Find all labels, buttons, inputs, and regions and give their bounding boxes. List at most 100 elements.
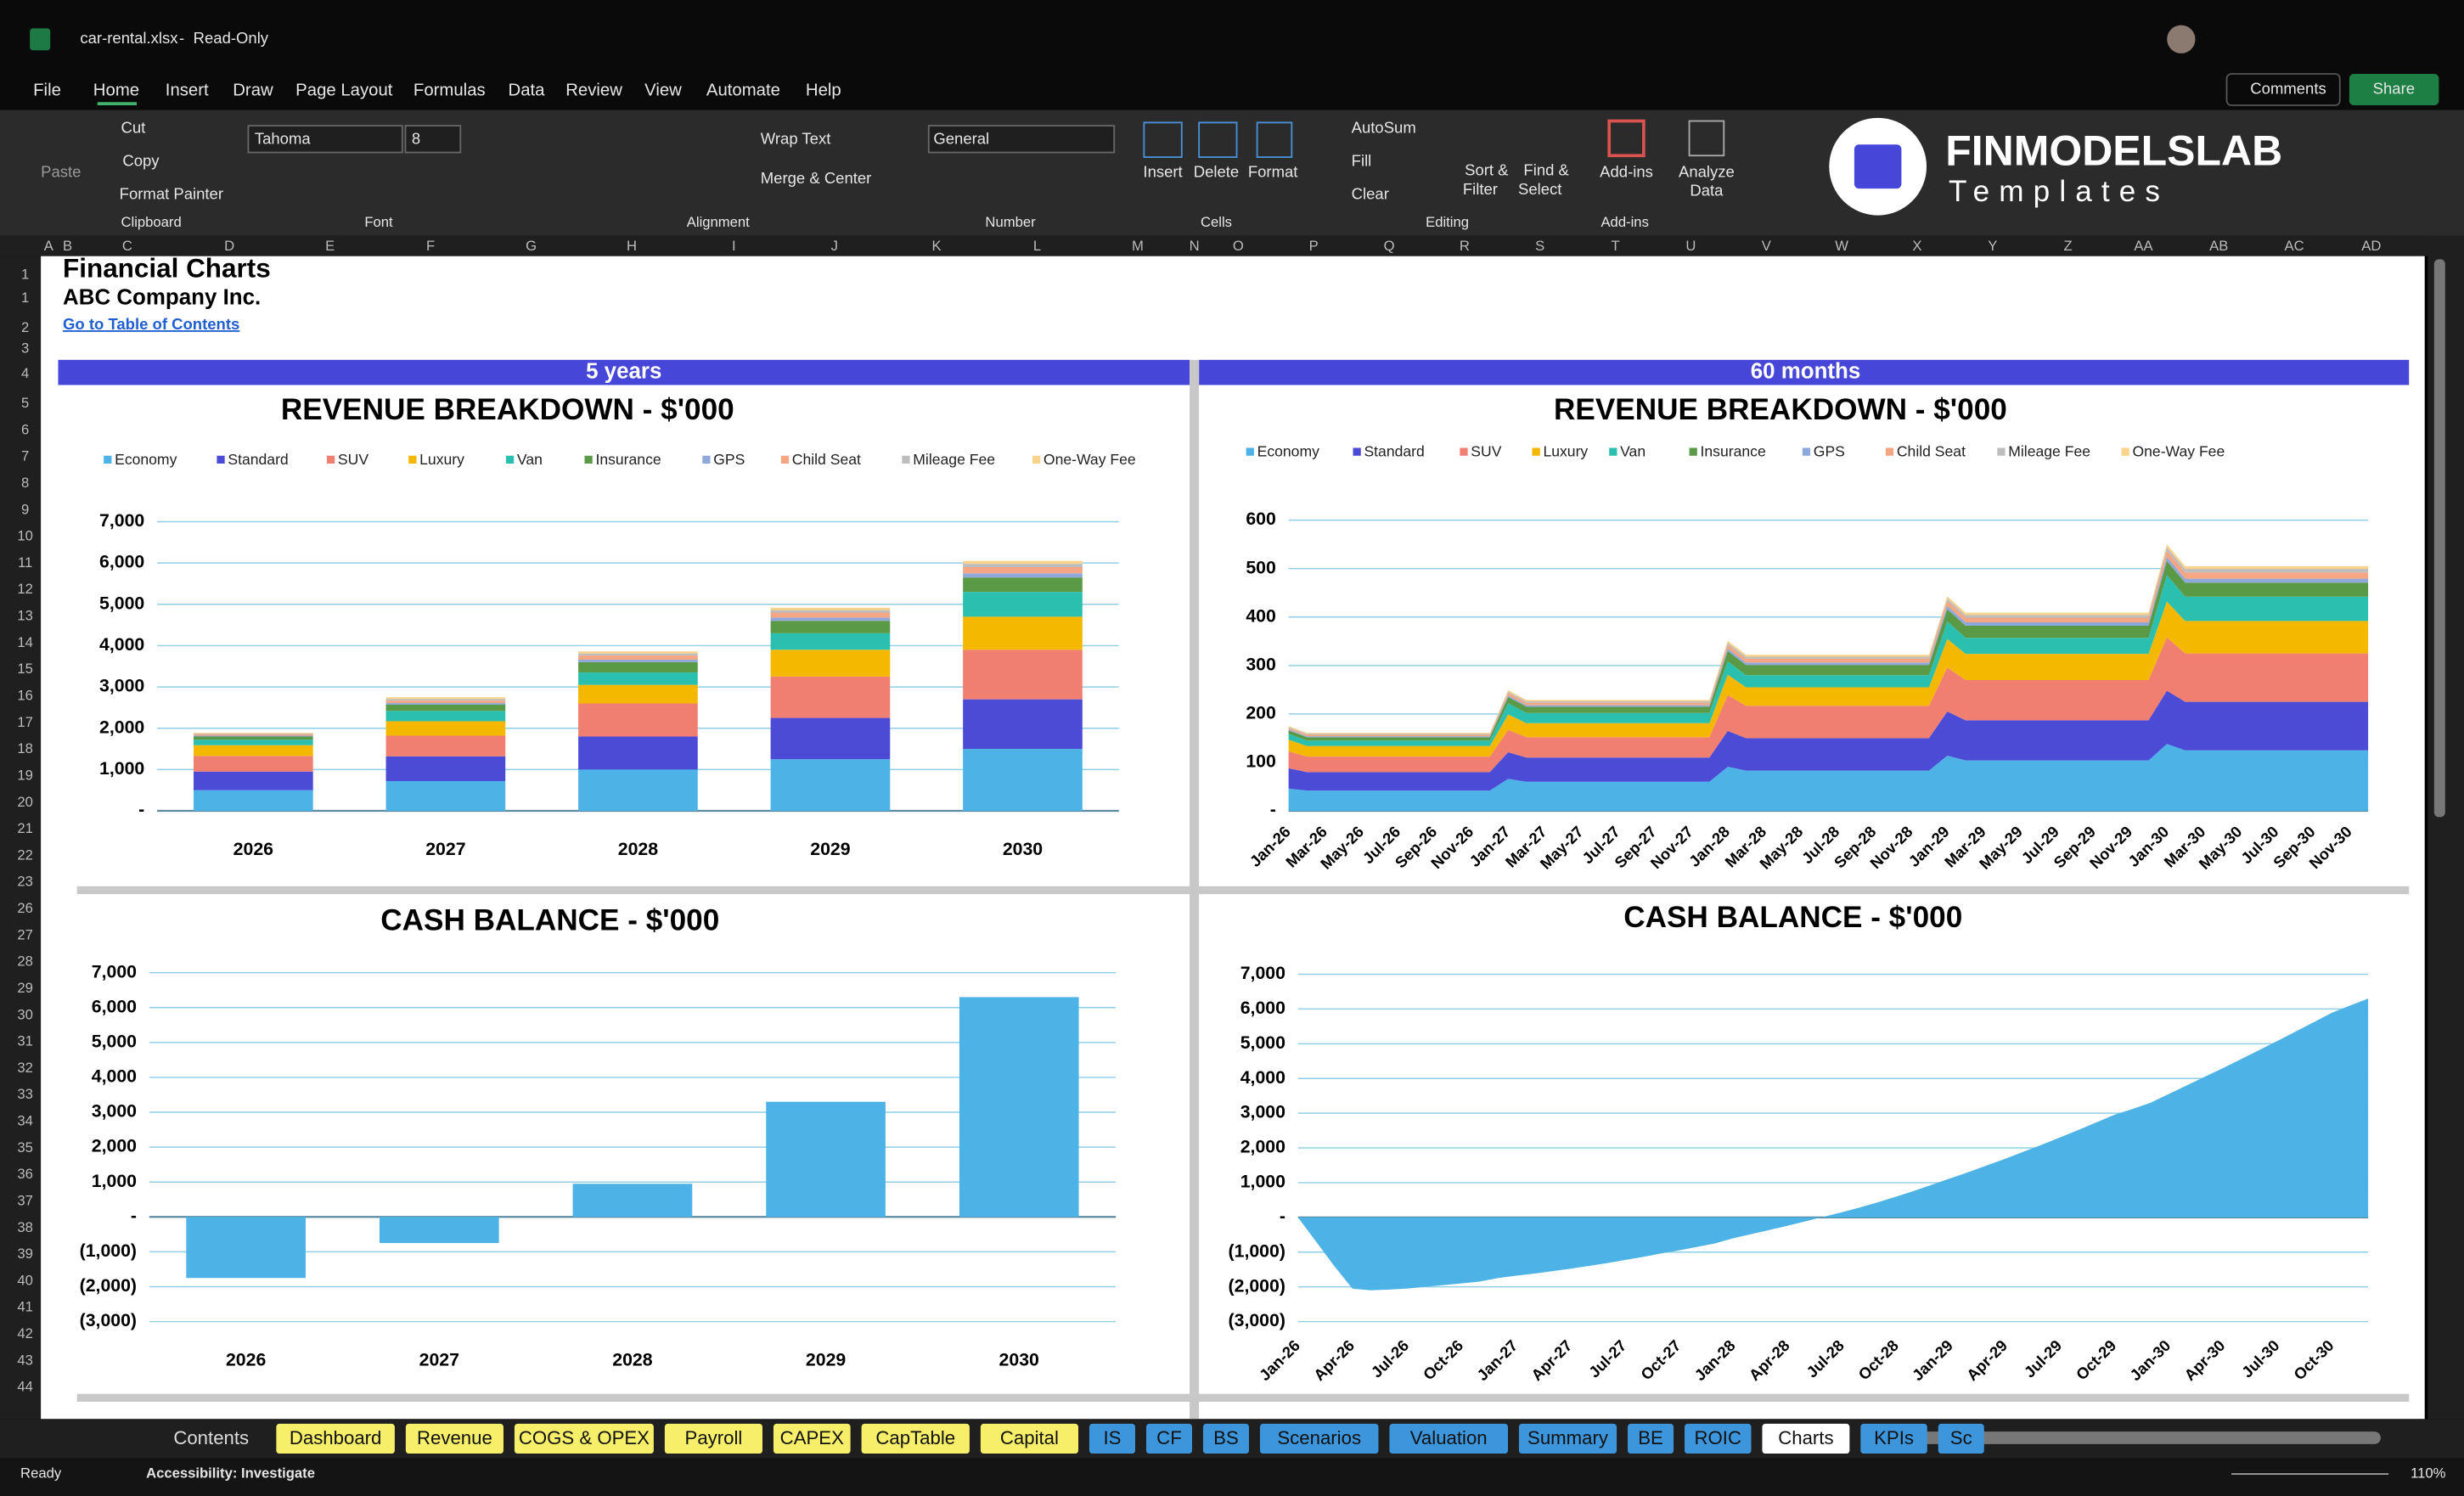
legend-label: Economy — [1257, 443, 1319, 460]
tab-label: Summary — [1527, 1427, 1609, 1448]
logo-mark — [1854, 144, 1902, 189]
menu-item[interactable]: Page Layout — [295, 82, 393, 100]
read-only[interactable]: Read-Only — [194, 29, 269, 47]
bar-segment — [963, 577, 1083, 593]
format[interactable]: Format — [1248, 162, 1298, 180]
y-tick-label: 6,000 — [1240, 998, 1285, 1018]
column-label: W — [1835, 238, 1848, 254]
sheet-tab[interactable] — [1089, 1423, 1135, 1454]
sheet-tab[interactable] — [514, 1423, 654, 1454]
y-tick-label: 3,000 — [99, 676, 144, 696]
sheet-tab[interactable] — [157, 1423, 266, 1454]
wrap-text[interactable]: Wrap Text — [761, 130, 831, 148]
sheet-tab[interactable] — [405, 1423, 503, 1454]
legend-label: Child Seat — [1897, 443, 1966, 460]
sheet-tab[interactable] — [861, 1423, 970, 1454]
vertical-scrollbar[interactable] — [2427, 235, 2464, 1420]
sheet-tab[interactable] — [1259, 1423, 1379, 1454]
logo-top: FINMODELSLAB — [1945, 127, 2282, 175]
menu-item[interactable]: Draw — [233, 82, 273, 100]
filter[interactable]: Filter — [1463, 180, 1498, 198]
menu-item[interactable]: Data — [509, 82, 546, 100]
cut[interactable]: Cut — [121, 119, 146, 137]
paste[interactable]: Paste — [41, 162, 81, 180]
clear[interactable]: Clear — [1352, 184, 1389, 202]
column-label: M — [1132, 238, 1144, 254]
avatar[interactable] — [2167, 25, 2196, 53]
menu-item[interactable]: View — [644, 82, 682, 100]
bar-segment — [385, 697, 506, 700]
menu-item[interactable]: File — [33, 82, 61, 100]
legend-label: Mileage Fee — [2008, 443, 2090, 460]
sheet-tab[interactable] — [1628, 1423, 1674, 1454]
y-tick-label: 100 — [1246, 751, 1275, 772]
legend-swatch — [780, 455, 790, 464]
sheet-tab[interactable] — [664, 1423, 762, 1454]
row-header — [0, 256, 42, 1420]
row-label: 23 — [17, 874, 33, 890]
legend-swatch — [408, 455, 417, 464]
menu-item[interactable]: Review — [565, 82, 622, 100]
autosum[interactable]: AutoSum — [1352, 119, 1416, 137]
menu-item[interactable]: Home — [93, 82, 139, 100]
bar-segment — [194, 790, 313, 812]
column-label: AD — [2361, 238, 2381, 254]
legend-label: SUV — [338, 451, 368, 468]
h-scroll-thumb[interactable] — [1901, 1431, 2381, 1444]
logo-bottom: Templates — [1949, 175, 2169, 208]
comments-button[interactable] — [2225, 73, 2341, 106]
legend-label: Van — [1620, 443, 1645, 460]
copy[interactable]: Copy — [122, 152, 160, 170]
sheet-tab[interactable] — [1145, 1423, 1192, 1454]
sheet-tab[interactable] — [1389, 1423, 1508, 1454]
sort[interactable]: Sort & — [1465, 161, 1509, 179]
y-tick-label: 2,000 — [99, 717, 144, 737]
bar-segment — [770, 650, 891, 677]
x-tick-label: 2029 — [806, 1349, 846, 1369]
toc-link[interactable]: Go to Table of Contents — [63, 315, 239, 333]
merge-center[interactable]: Merge & Center — [761, 169, 872, 187]
bar-segment — [578, 651, 698, 654]
bar-segment — [770, 759, 891, 812]
addins[interactable]: Add-ins — [1600, 162, 1653, 180]
font-box[interactable] — [247, 125, 403, 154]
format-box[interactable] — [927, 125, 1116, 154]
format-painter[interactable]: Format Painter — [120, 184, 223, 202]
size-box[interactable] — [404, 125, 462, 154]
bar — [572, 1184, 693, 1218]
column-label: AB — [2209, 238, 2228, 254]
sheet-tab[interactable] — [276, 1423, 395, 1454]
sheet-tab[interactable] — [1202, 1423, 1249, 1454]
row-label: 7 — [21, 448, 29, 464]
row-label: 5 — [21, 395, 29, 411]
sheet-tab[interactable] — [1938, 1423, 1984, 1454]
analyze[interactable]: Analyze — [1679, 162, 1735, 180]
analyze-data[interactable]: Data — [1690, 182, 1724, 200]
tab-label: Capital — [1000, 1427, 1059, 1448]
sheet-tab[interactable] — [1685, 1423, 1752, 1454]
menu-item[interactable]: Formulas — [413, 82, 486, 100]
legend-swatch — [1532, 447, 1540, 456]
scroll-thumb[interactable] — [2433, 259, 2445, 818]
sheet-tab[interactable] — [980, 1423, 1078, 1454]
tab-label: Scenarios — [1277, 1427, 1361, 1448]
status-ready: Ready — [20, 1465, 62, 1481]
fill[interactable]: Fill — [1352, 152, 1372, 170]
sheet-tab[interactable] — [773, 1423, 851, 1454]
delete[interactable]: Delete — [1194, 162, 1239, 180]
sheet-tab[interactable] — [1860, 1423, 1927, 1454]
select[interactable]: Select — [1518, 180, 1561, 198]
sheet-tab[interactable] — [1518, 1423, 1617, 1454]
zoom[interactable]: 110% — [2411, 1465, 2446, 1481]
menu-item[interactable]: Help — [806, 82, 841, 100]
accessibility[interactable]: Accessibility: Investigate — [146, 1465, 315, 1481]
menu-item[interactable]: Automate — [706, 82, 780, 100]
sheet-tab[interactable] — [1762, 1423, 1850, 1454]
share-button[interactable] — [2349, 73, 2439, 106]
insert[interactable]: Insert — [1143, 162, 1182, 180]
tab-label: BS — [1213, 1427, 1239, 1448]
find[interactable]: Find & — [1523, 161, 1569, 179]
bar-segment — [770, 717, 891, 760]
menu-item[interactable]: Insert — [166, 82, 209, 100]
sheet-title: Financial Charts — [63, 254, 271, 284]
